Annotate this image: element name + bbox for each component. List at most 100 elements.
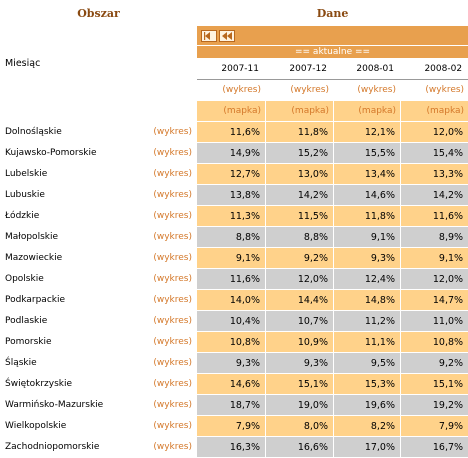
region-chart-link[interactable]: (wykres)	[151, 248, 197, 269]
region-chart-link[interactable]: (wykres)	[151, 311, 197, 332]
period-navigation	[197, 26, 468, 46]
value-cell: 14,7%	[401, 290, 468, 311]
period-map-link[interactable]: (mapka)	[401, 101, 468, 122]
region-name: Lubuskie	[1, 185, 151, 206]
table-row: Świętokrzyskie(wykres)14,6%15,1%15,3%15,…	[1, 374, 468, 395]
previous-page-icon[interactable]	[219, 30, 235, 42]
region-name: Małopolskie	[1, 227, 151, 248]
value-cell: 15,1%	[266, 374, 334, 395]
table-row: Łódzkie(wykres)11,3%11,5%11,8%11,6%	[1, 206, 468, 227]
value-cell: 10,7%	[266, 311, 334, 332]
value-cell: 14,9%	[197, 143, 266, 164]
obszar-header: Obszar	[1, 1, 197, 26]
period-header: 2008-01	[334, 59, 401, 80]
value-cell: 8,9%	[401, 227, 468, 248]
value-cell: 15,2%	[266, 143, 334, 164]
period-map-link[interactable]: (mapka)	[197, 101, 266, 122]
region-chart-link[interactable]: (wykres)	[151, 353, 197, 374]
value-cell: 13,3%	[401, 164, 468, 185]
header-row: Obszar Dane	[1, 1, 468, 26]
table-row: Podkarpackie(wykres)14,0%14,4%14,8%14,7%	[1, 290, 468, 311]
value-cell: 7,9%	[401, 416, 468, 437]
region-name: Pomorskie	[1, 332, 151, 353]
value-cell: 17,0%	[334, 437, 401, 458]
region-chart-link[interactable]: (wykres)	[151, 122, 197, 143]
dane-header: Dane	[197, 1, 468, 26]
period-chart-link[interactable]: (wykres)	[197, 80, 266, 101]
value-cell: 9,3%	[266, 353, 334, 374]
period-chart-link[interactable]: (wykres)	[334, 80, 401, 101]
value-cell: 14,8%	[334, 290, 401, 311]
period-header: 2007-11	[197, 59, 266, 80]
value-cell: 13,0%	[266, 164, 334, 185]
region-chart-link[interactable]: (wykres)	[151, 374, 197, 395]
value-cell: 11,6%	[401, 206, 468, 227]
region-chart-link[interactable]: (wykres)	[151, 143, 197, 164]
value-cell: 7,9%	[197, 416, 266, 437]
value-cell: 8,2%	[334, 416, 401, 437]
table-row: Wielkopolskie(wykres)7,9%8,0%8,2%7,9%	[1, 416, 468, 437]
region-name: Podlaskie	[1, 311, 151, 332]
aktualne-label: == aktualne ==	[197, 46, 468, 59]
region-name: Łódzkie	[1, 206, 151, 227]
value-cell: 12,0%	[266, 269, 334, 290]
region-name: Świętokrzyskie	[1, 374, 151, 395]
value-cell: 19,2%	[401, 395, 468, 416]
first-page-icon[interactable]	[201, 30, 217, 42]
region-name: Zachodniopomorskie	[1, 437, 151, 458]
table-row: Mazowieckie(wykres)9,1%9,2%9,3%9,1%	[1, 248, 468, 269]
value-cell: 11,6%	[197, 122, 266, 143]
table-row: Podlaskie(wykres)10,4%10,7%11,2%11,0%	[1, 311, 468, 332]
value-cell: 14,4%	[266, 290, 334, 311]
value-cell: 9,1%	[334, 227, 401, 248]
value-cell: 12,7%	[197, 164, 266, 185]
mapka-spacer	[1, 101, 197, 122]
value-cell: 11,6%	[197, 269, 266, 290]
region-name: Wielkopolskie	[1, 416, 151, 437]
value-cell: 11,3%	[197, 206, 266, 227]
value-cell: 11,8%	[266, 122, 334, 143]
region-name: Kujawsko-Pomorskie	[1, 143, 151, 164]
table-row: Opolskie(wykres)11,6%12,0%12,4%12,0%	[1, 269, 468, 290]
value-cell: 18,7%	[197, 395, 266, 416]
value-cell: 15,4%	[401, 143, 468, 164]
region-chart-link[interactable]: (wykres)	[151, 395, 197, 416]
value-cell: 16,3%	[197, 437, 266, 458]
value-cell: 15,3%	[334, 374, 401, 395]
value-cell: 14,6%	[197, 374, 266, 395]
region-chart-link[interactable]: (wykres)	[151, 206, 197, 227]
table-row: Lubelskie(wykres)12,7%13,0%13,4%13,3%	[1, 164, 468, 185]
value-cell: 10,4%	[197, 311, 266, 332]
value-cell: 19,6%	[334, 395, 401, 416]
region-name: Mazowieckie	[1, 248, 151, 269]
region-chart-link[interactable]: (wykres)	[151, 290, 197, 311]
value-cell: 9,2%	[401, 353, 468, 374]
region-chart-link[interactable]: (wykres)	[151, 416, 197, 437]
value-cell: 11,1%	[334, 332, 401, 353]
region-chart-link[interactable]: (wykres)	[151, 437, 197, 458]
value-cell: 9,1%	[197, 248, 266, 269]
period-map-link[interactable]: (mapka)	[266, 101, 334, 122]
region-chart-link[interactable]: (wykres)	[151, 269, 197, 290]
value-cell: 9,3%	[197, 353, 266, 374]
region-rows: Dolnośląskie(wykres)11,6%11,8%12,1%12,0%…	[1, 122, 468, 458]
region-chart-link[interactable]: (wykres)	[151, 332, 197, 353]
miesiac-label: Miesiąc	[1, 26, 197, 101]
period-header: 2008-02	[401, 59, 468, 80]
region-name: Śląskie	[1, 353, 151, 374]
period-map-link[interactable]: (mapka)	[334, 101, 401, 122]
value-cell: 12,1%	[334, 122, 401, 143]
period-chart-link[interactable]: (wykres)	[401, 80, 468, 101]
data-table-view: Obszar Dane Miesiąc == aktualne == 2007-…	[0, 0, 468, 421]
table-row: Dolnośląskie(wykres)11,6%11,8%12,1%12,0%	[1, 122, 468, 143]
region-chart-link[interactable]: (wykres)	[151, 227, 197, 248]
value-cell: 13,4%	[334, 164, 401, 185]
value-cell: 8,0%	[266, 416, 334, 437]
value-cell: 10,8%	[401, 332, 468, 353]
period-chart-link[interactable]: (wykres)	[266, 80, 334, 101]
value-cell: 11,8%	[334, 206, 401, 227]
value-cell: 11,2%	[334, 311, 401, 332]
value-cell: 14,0%	[197, 290, 266, 311]
region-chart-link[interactable]: (wykres)	[151, 164, 197, 185]
region-chart-link[interactable]: (wykres)	[151, 185, 197, 206]
